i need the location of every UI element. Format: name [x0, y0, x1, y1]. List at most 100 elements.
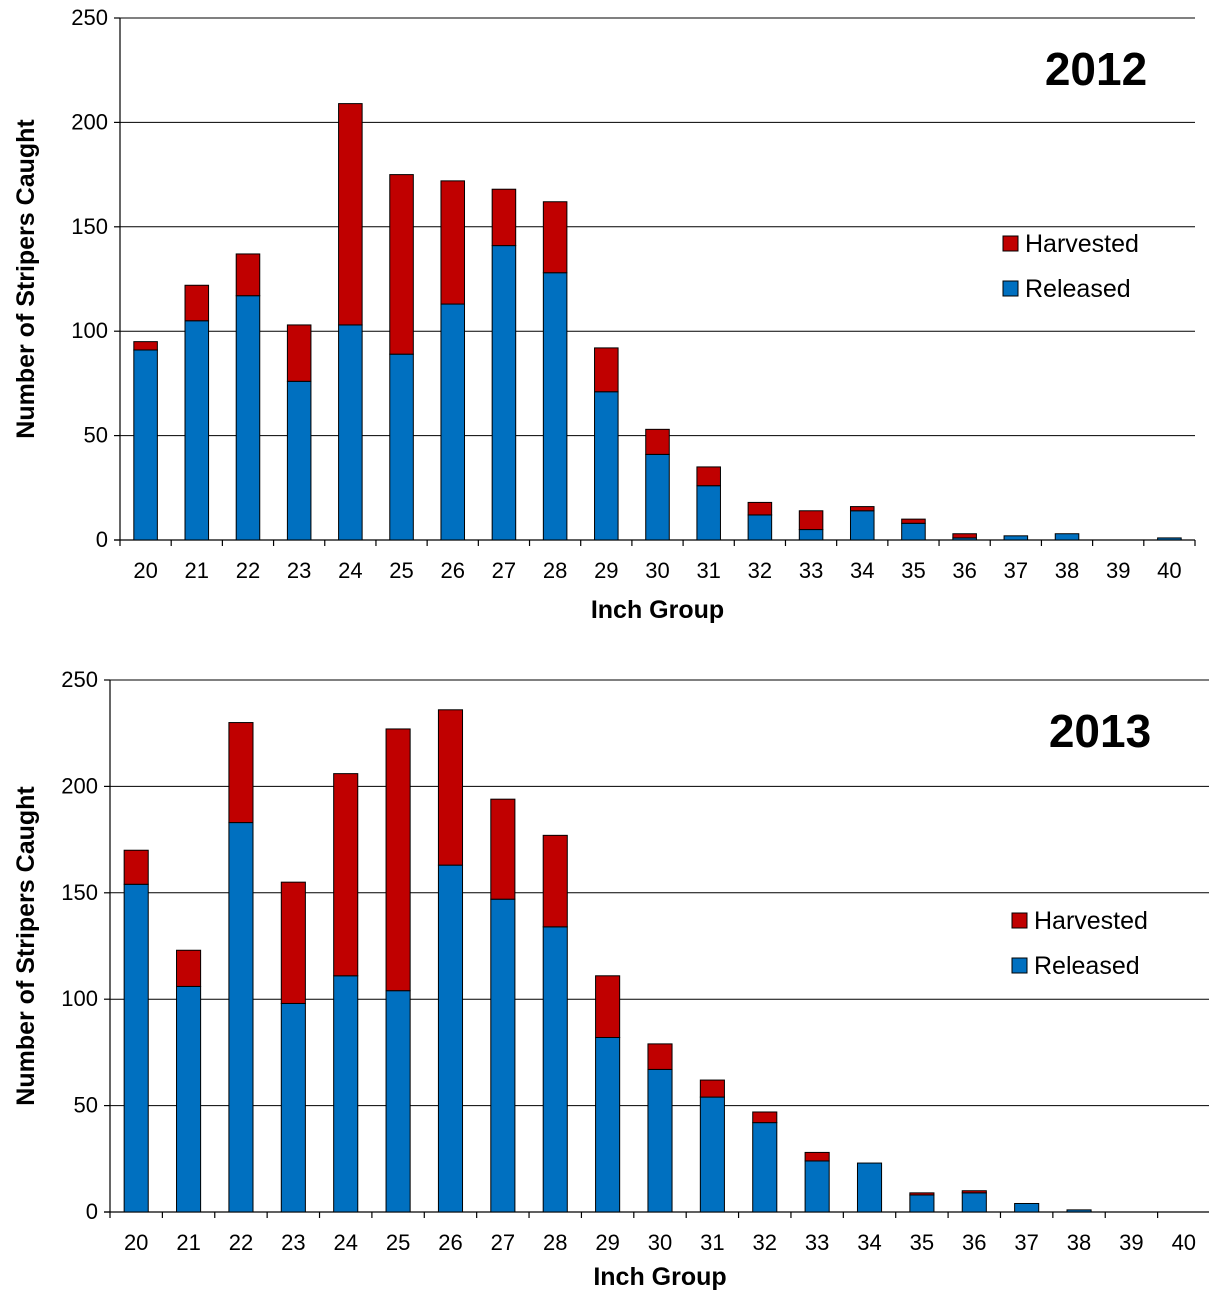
bar-released: [856, 1162, 883, 1213]
bar-harvested: [338, 103, 363, 326]
bar-group-32: [747, 501, 773, 541]
bar-released: [1157, 537, 1182, 541]
bar-group-40: [1157, 537, 1182, 541]
bar-released: [133, 349, 158, 541]
x-tick-label: 31: [696, 558, 720, 583]
bar-harvested: [696, 466, 721, 487]
bar-released: [490, 898, 516, 1213]
bar-group-24: [338, 103, 363, 541]
x-axis-title: Inch Group: [593, 1263, 726, 1291]
bar-released: [804, 1160, 830, 1213]
bar-harvested: [645, 428, 670, 455]
bar-group-20: [123, 849, 149, 1213]
x-tick-label: 34: [850, 558, 874, 583]
y-axis-title: Number of Stripers Caught: [12, 119, 40, 439]
bar-group-34: [849, 506, 875, 541]
bar-harvested: [804, 1151, 830, 1162]
bar-harvested: [647, 1043, 673, 1070]
x-tick-label: 27: [491, 1230, 515, 1255]
bar-released: [849, 510, 875, 541]
bar-released: [491, 245, 517, 541]
bar-group-32: [752, 1111, 778, 1213]
bar-group-28: [542, 201, 568, 541]
x-tick-label: 39: [1106, 558, 1130, 583]
bar-group-25: [389, 174, 414, 541]
x-tick-label: 34: [857, 1230, 881, 1255]
bar-harvested: [437, 709, 464, 866]
bar-released: [699, 1096, 725, 1213]
bar-harvested: [699, 1079, 725, 1098]
bar-released: [440, 303, 466, 541]
chart-2013: 0 50 100 150 200 250 20 21 22 23 24 25 26 27 28 29 30 31 3…: [12, 667, 1209, 1291]
x-tick-label: 35: [910, 1230, 934, 1255]
legend-swatch-harvested: [1002, 235, 1019, 252]
bar-group-38: [1066, 1209, 1092, 1213]
x-tick-label: 32: [753, 1230, 777, 1255]
bar-harvested: [752, 1111, 778, 1124]
bar-group-29: [595, 975, 621, 1213]
bar-harvested: [747, 501, 773, 516]
bar-released: [901, 522, 926, 541]
bar-released: [286, 380, 312, 541]
x-tick-label: 28: [543, 1230, 567, 1255]
bar-group-36: [961, 1190, 987, 1213]
bar-released: [385, 990, 411, 1213]
bar-harvested: [286, 324, 312, 382]
x-tick-label: 27: [492, 558, 516, 583]
bar-group-24: [333, 773, 359, 1213]
bar-released: [747, 514, 773, 541]
x-tick-label: 22: [236, 558, 260, 583]
x-tick-label: 28: [543, 558, 567, 583]
y-tick-label: 100: [61, 986, 98, 1011]
bar-harvested: [133, 341, 158, 351]
y-tick-label: 0: [96, 527, 108, 552]
x-axis-title: Inch Group: [591, 596, 724, 624]
bar-released: [333, 975, 359, 1213]
bar-harvested: [490, 798, 516, 900]
bar-harvested: [176, 949, 202, 987]
bar-released: [176, 985, 202, 1213]
bar-harvested: [961, 1190, 987, 1194]
y-tick-label: 250: [61, 667, 98, 692]
bar-group-33: [804, 1151, 830, 1213]
bar-group-22: [235, 253, 261, 541]
bar-group-35: [901, 518, 926, 541]
bar-group-37: [1014, 1202, 1040, 1213]
x-tick-label: 31: [700, 1230, 724, 1255]
bar-released: [752, 1122, 778, 1213]
y-tick-label: 50: [74, 1093, 98, 1118]
x-tick-label: 35: [901, 558, 925, 583]
bar-harvested: [491, 188, 517, 247]
bar-released: [235, 295, 261, 541]
bar-harvested: [235, 253, 261, 297]
bar-harvested: [798, 510, 824, 531]
bar-released: [645, 453, 670, 541]
y-tick-label: 250: [71, 5, 108, 30]
bar-released: [1003, 535, 1029, 541]
bar-released: [184, 320, 210, 541]
bar-released: [595, 1037, 621, 1213]
x-tick-label: 29: [595, 1230, 619, 1255]
bar-group-22: [228, 722, 254, 1213]
x-tick-label: 25: [389, 558, 413, 583]
x-tick-label: 40: [1157, 558, 1181, 583]
bar-harvested: [385, 728, 411, 992]
bar-group-35: [909, 1192, 935, 1213]
bar-harvested: [595, 975, 621, 1039]
bar-harvested: [901, 518, 926, 524]
x-tick-label: 21: [176, 1230, 200, 1255]
chart-2012: 0 50 100 150 200 250 20 21 22 23 24 25 26 27 28 29 30 31 3…: [12, 5, 1196, 624]
bar-group-26: [437, 709, 464, 1213]
y-tick-label: 150: [61, 880, 98, 905]
x-tick-label: 20: [133, 558, 157, 583]
x-tick-label: 36: [962, 1230, 986, 1255]
x-tick-label: 33: [799, 558, 823, 583]
x-tick-label: 39: [1119, 1230, 1143, 1255]
bar-harvested: [228, 722, 254, 824]
x-tick-label: 30: [648, 1230, 672, 1255]
bar-released: [1066, 1209, 1092, 1213]
legend-swatch-harvested: [1011, 912, 1028, 929]
bar-released: [123, 883, 149, 1213]
bar-released: [542, 272, 568, 541]
bar-released: [437, 864, 464, 1213]
